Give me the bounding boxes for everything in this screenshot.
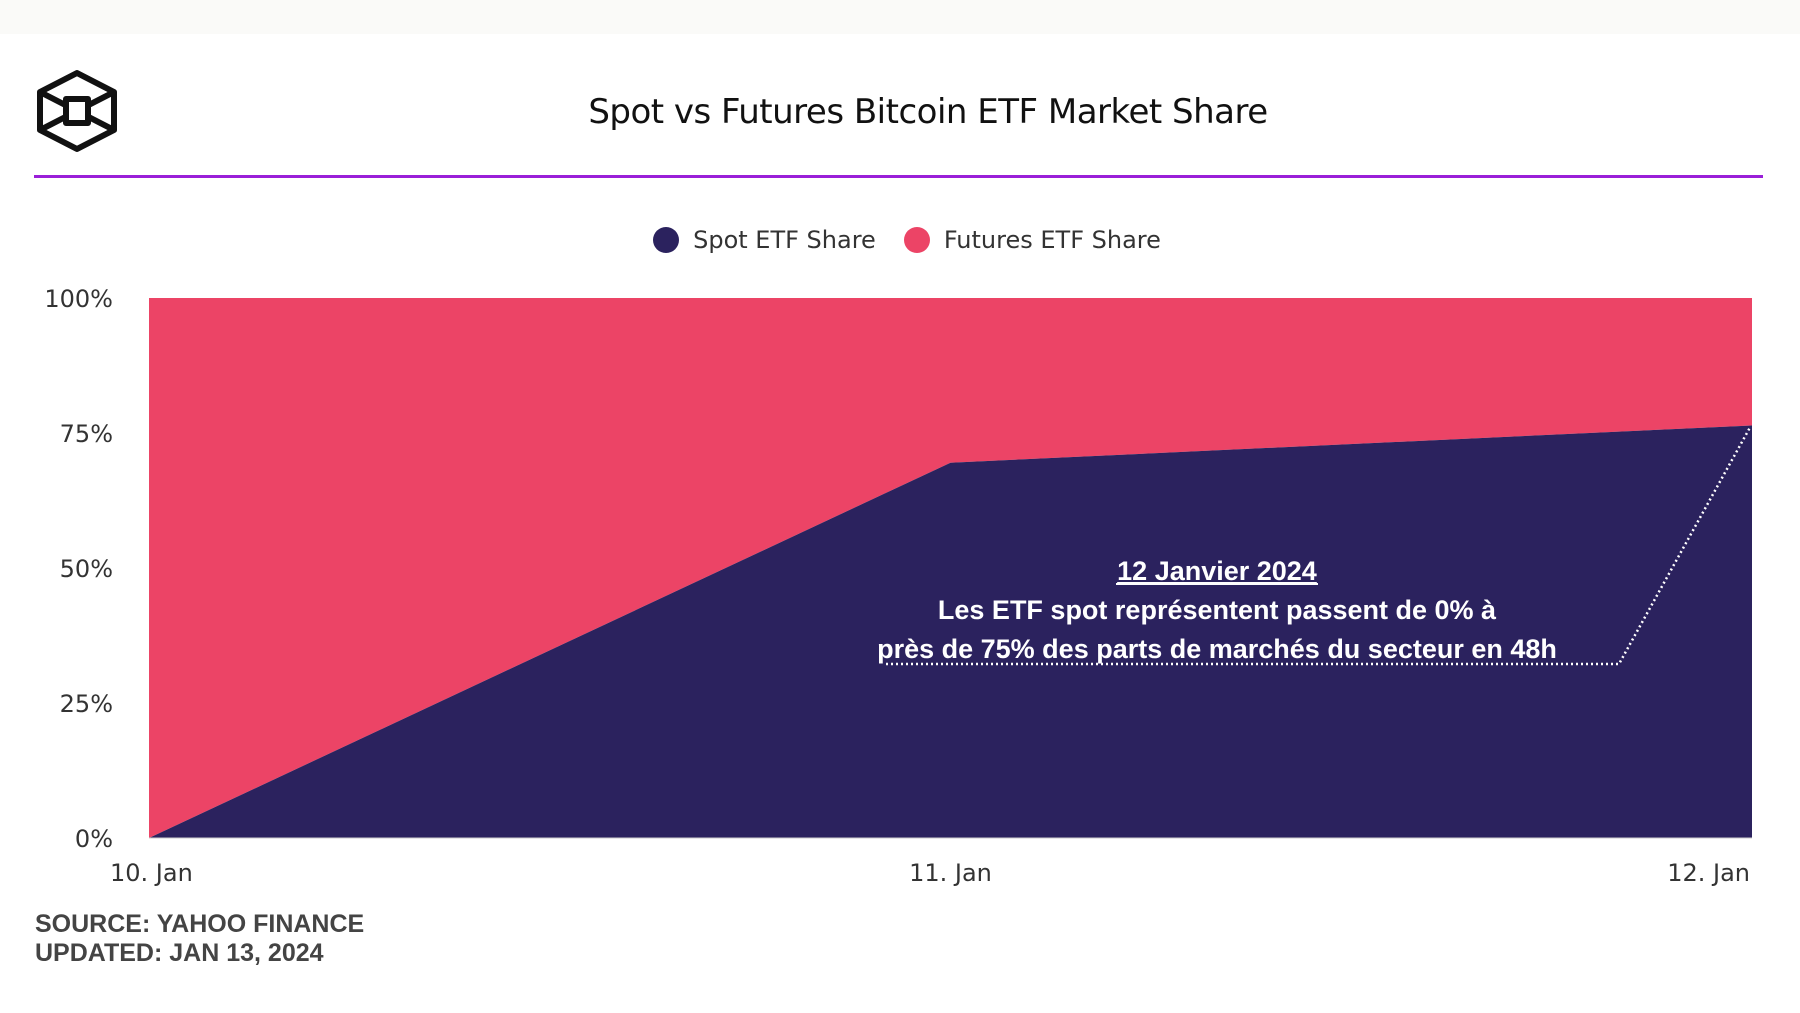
y-tick-label: 0%	[75, 825, 113, 853]
annotation-line-1: Les ETF spot représentent passent de 0% …	[938, 595, 1497, 625]
legend: Spot ETF Share Futures ETF Share	[0, 226, 1800, 254]
x-tick-label: 10. Jan	[110, 859, 193, 887]
legend-marker-spot	[653, 227, 680, 253]
y-tick-label: 50%	[60, 555, 113, 583]
chart-title: Spot vs Futures Bitcoin ETF Market Share	[588, 92, 1268, 132]
source-text: SOURCE: YAHOO FINANCE	[35, 910, 365, 938]
y-tick-label: 25%	[60, 690, 113, 718]
legend-item-futures[interactable]: Futures ETF Share	[903, 226, 1161, 254]
legend-label-spot: Spot ETF Share	[693, 226, 876, 254]
source-note: SOURCE: YAHOO FINANCE UPDATED: JAN 13, 2…	[35, 910, 364, 968]
y-tick-label: 100%	[44, 285, 113, 313]
x-tick-label: 12. Jan	[1667, 859, 1750, 887]
cube-logo-icon	[37, 70, 117, 152]
area-futures	[149, 298, 1752, 838]
area-spot	[149, 425, 1752, 838]
y-tick-label: 75%	[60, 420, 113, 448]
annotation-line-2: près de 75% des parts de marchés du sect…	[877, 634, 1557, 664]
updated-text: UPDATED: JAN 13, 2024	[35, 939, 324, 967]
legend-label-futures: Futures ETF Share	[943, 226, 1161, 254]
top-strip	[0, 0, 1800, 34]
annotation-title: 12 Janvier 2024	[1117, 556, 1317, 586]
legend-item-spot[interactable]: Spot ETF Share	[653, 226, 876, 254]
x-tick-label: 11. Jan	[909, 859, 992, 887]
title-divider	[34, 175, 1763, 178]
legend-marker-futures	[903, 227, 930, 253]
